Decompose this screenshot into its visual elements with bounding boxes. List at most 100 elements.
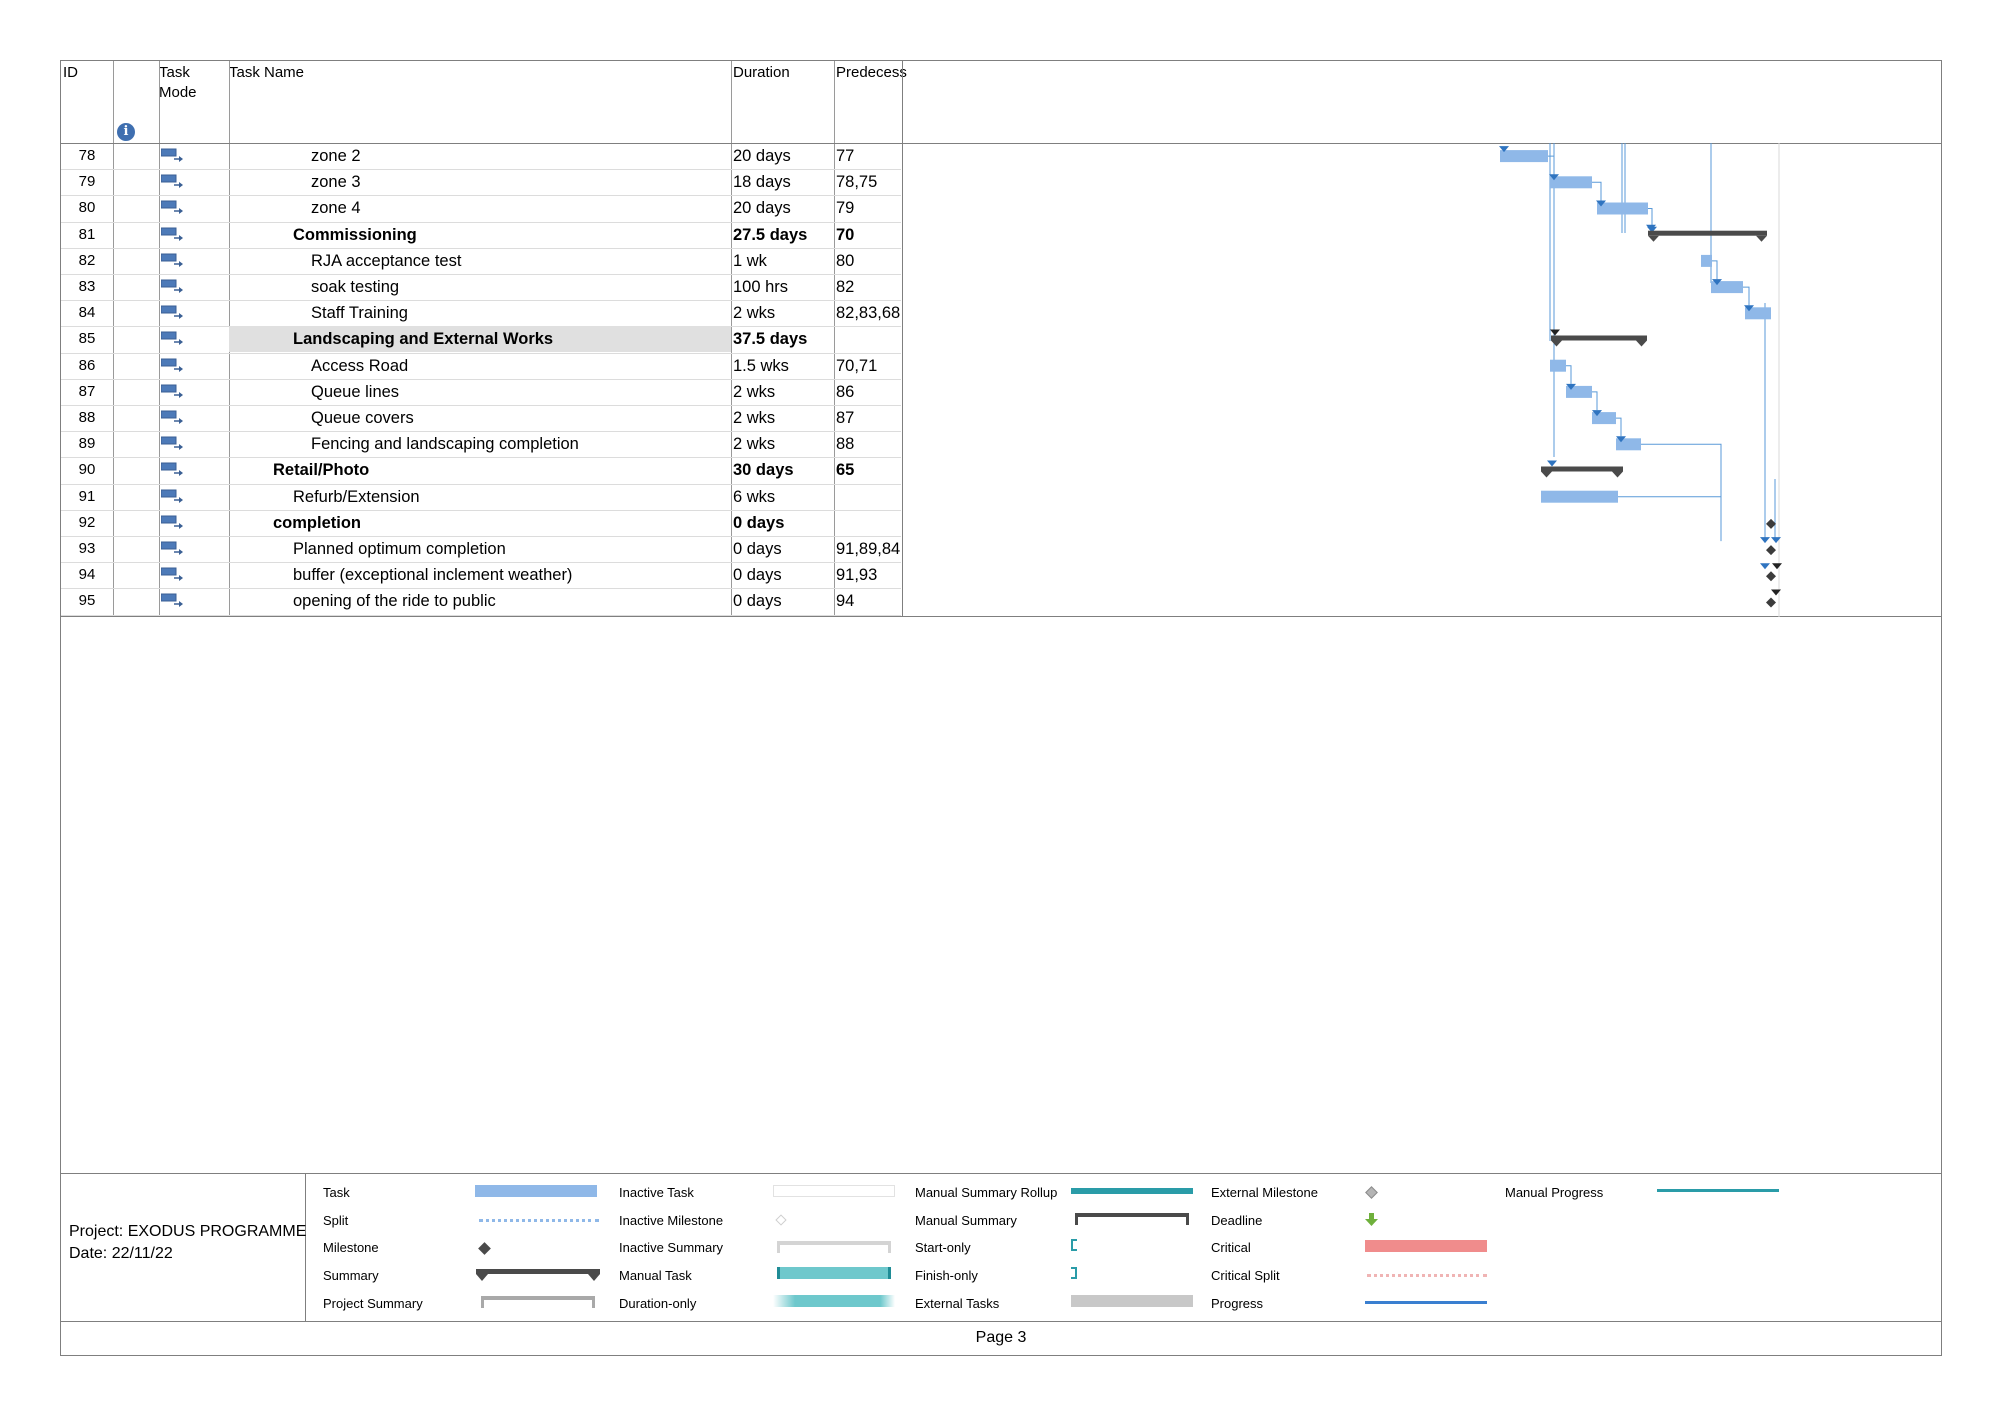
task-id[interactable]: 84 (78, 304, 96, 322)
task-name[interactable]: buffer (exceptional inclement weather) (293, 566, 573, 585)
task-predecessors[interactable]: 94 (836, 592, 855, 611)
task-duration[interactable]: 0 days (733, 513, 785, 532)
task-predecessors[interactable]: 82 (836, 278, 855, 296)
task-name[interactable]: completion (273, 513, 362, 532)
task-duration[interactable]: 100 hrs (733, 278, 789, 296)
task-id[interactable]: 89 (78, 435, 96, 453)
column-header-task-name[interactable]: Task Name (229, 64, 305, 81)
task-row[interactable]: 86 Access Road 1.5 wks 70,71 (61, 353, 901, 379)
task-name[interactable]: Access Road (311, 356, 409, 375)
task-row[interactable]: 78 zone 2 20 days 77 (61, 143, 901, 169)
task-row[interactable]: 88 Queue covers 2 wks 87 (61, 405, 901, 431)
task-predecessors[interactable]: 82,83,68 (836, 304, 901, 323)
task-row[interactable]: 83 soak testing 100 hrs 82 (61, 274, 901, 300)
task-id[interactable]: 80 (78, 199, 96, 217)
task-duration[interactable]: 27.5 days (733, 225, 808, 244)
task-predecessors[interactable] (834, 326, 904, 352)
legend-manual-task-swatch (777, 1267, 891, 1279)
task-row[interactable]: 95 opening of the ride to public 0 days 94 (61, 588, 901, 614)
task-id[interactable]: 95 (78, 592, 96, 610)
task-predecessors[interactable] (834, 484, 904, 510)
task-name[interactable]: opening of the ride to public (293, 592, 496, 611)
legend-external-milestone-label: External Milestone (1211, 1185, 1318, 1200)
task-row[interactable]: 91 Refurb/Extension 6 wks (61, 484, 901, 510)
task-name[interactable]: Refurb/Extension (293, 487, 420, 506)
task-row[interactable]: 93 Planned optimum completion 0 days 91,89,… (61, 536, 901, 562)
task-name[interactable]: Queue covers (311, 409, 414, 427)
column-header-id[interactable]: ID (63, 64, 78, 81)
task-id[interactable]: 88 (78, 409, 96, 426)
task-predecessors[interactable]: 70,71 (836, 356, 878, 375)
task-predecessors[interactable]: 91,93 (836, 566, 878, 585)
task-duration[interactable]: 0 days (733, 592, 782, 611)
task-row[interactable]: 82 RJA acceptance test 1 wk 80 (61, 248, 901, 274)
task-id[interactable]: 79 (78, 173, 96, 191)
task-predecessors[interactable]: 88 (836, 435, 855, 454)
task-duration[interactable]: 2 wks (733, 409, 776, 427)
task-id[interactable]: 94 (78, 566, 96, 584)
task-duration[interactable]: 20 days (733, 199, 791, 218)
task-name[interactable]: Landscaping and External Works (229, 326, 731, 353)
task-id[interactable]: 91 (78, 487, 96, 505)
task-name[interactable]: Commissioning (293, 225, 417, 244)
task-predecessors[interactable]: 80 (836, 251, 855, 270)
column-header-predecessors[interactable]: Predecess (836, 64, 907, 81)
task-id[interactable]: 81 (78, 225, 96, 243)
column-header-duration[interactable]: Duration (733, 64, 790, 81)
task-name[interactable]: Retail/Photo (273, 461, 370, 480)
task-name[interactable]: RJA acceptance test (311, 251, 462, 270)
task-row[interactable]: 81 Commissioning 27.5 days 70 (61, 222, 901, 248)
task-id[interactable]: 82 (78, 251, 96, 269)
task-name[interactable]: Queue lines (311, 382, 400, 401)
task-row[interactable]: 80 zone 4 20 days 79 (61, 195, 901, 221)
task-duration[interactable]: 30 days (733, 461, 794, 480)
task-predecessors[interactable]: 65 (836, 461, 855, 480)
task-row[interactable]: 89 Fencing and landscaping completion 2 wk… (61, 431, 901, 457)
task-name[interactable]: zone 3 (311, 173, 361, 192)
info-icon[interactable]: i (117, 123, 135, 141)
task-predecessors[interactable]: 87 (836, 409, 855, 427)
task-duration[interactable]: 0 days (733, 540, 782, 558)
task-id[interactable]: 83 (78, 278, 96, 295)
task-duration[interactable]: 2 wks (733, 304, 776, 323)
task-predecessors[interactable]: 78,75 (836, 173, 878, 192)
task-predecessors[interactable]: 79 (836, 199, 855, 218)
task-predecessors[interactable] (834, 510, 904, 536)
task-id[interactable]: 90 (78, 461, 96, 479)
task-duration[interactable]: 1 wk (733, 251, 767, 270)
task-predecessors[interactable]: 91,89,84 (836, 540, 901, 558)
task-row[interactable]: 79 zone 3 18 days 78,75 (61, 169, 901, 195)
task-duration[interactable]: 2 wks (733, 435, 776, 454)
task-id[interactable]: 78 (78, 147, 96, 164)
task-id[interactable]: 85 (78, 330, 96, 348)
task-predecessors[interactable]: 86 (836, 382, 855, 401)
task-name[interactable]: zone 4 (311, 199, 361, 218)
task-duration[interactable]: 2 wks (733, 382, 776, 401)
row-divider (61, 195, 901, 197)
task-row[interactable]: 87 Queue lines 2 wks 86 (61, 379, 901, 405)
task-id[interactable]: 87 (78, 382, 96, 400)
task-id[interactable]: 93 (78, 540, 96, 557)
task-duration[interactable]: 37.5 days (733, 330, 808, 349)
task-name[interactable]: Staff Training (311, 304, 408, 323)
task-name[interactable]: soak testing (311, 278, 400, 296)
task-predecessors[interactable]: 77 (836, 147, 855, 165)
task-name[interactable]: Fencing and landscaping completion (311, 435, 579, 454)
task-row[interactable]: 94 buffer (exceptional inclement weather)… (61, 562, 901, 588)
task-predecessors[interactable]: 70 (836, 225, 855, 244)
auto-scheduled-icon (161, 515, 183, 529)
task-duration[interactable]: 18 days (733, 173, 791, 192)
task-row[interactable]: 90 Retail/Photo 30 days 65 (61, 457, 901, 483)
task-name[interactable]: zone 2 (311, 147, 361, 165)
task-duration[interactable]: 20 days (733, 147, 791, 165)
task-row[interactable]: 85 Landscaping and External Works 37.5 day… (61, 326, 904, 353)
task-row[interactable]: 92 completion 0 days (61, 510, 901, 536)
column-header-task-mode[interactable]: Task Mode (159, 63, 197, 103)
task-row[interactable]: 84 Staff Training 2 wks 82,83,68 (61, 300, 901, 326)
task-duration[interactable]: 6 wks (733, 487, 776, 506)
task-name[interactable]: Planned optimum completion (293, 540, 506, 558)
task-duration[interactable]: 0 days (733, 566, 782, 585)
task-duration[interactable]: 1.5 wks (733, 356, 789, 375)
task-id[interactable]: 92 (78, 513, 96, 531)
task-id[interactable]: 86 (78, 356, 96, 374)
